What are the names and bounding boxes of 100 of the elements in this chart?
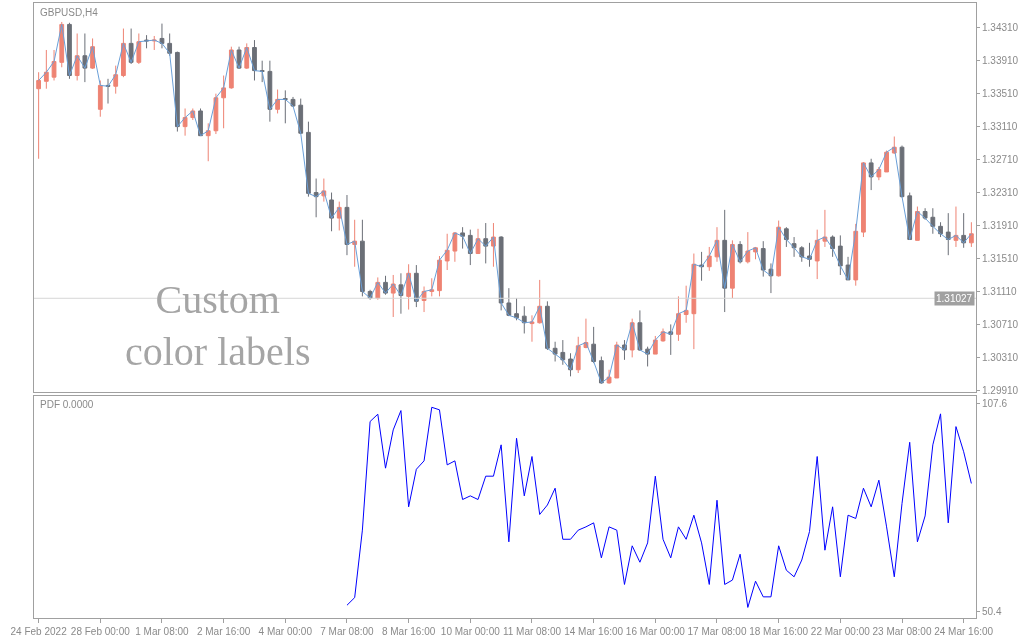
candlestick (552, 341, 558, 362)
candlestick (460, 226, 465, 250)
y-tick-label: 1.32710 (982, 154, 1019, 166)
candlestick (591, 326, 597, 364)
candlestick (74, 32, 80, 81)
candlestick (514, 297, 519, 321)
y-tick-label: 50.4 (982, 606, 1002, 618)
y-tick-label: 1.31110 (982, 285, 1018, 297)
candlestick (868, 158, 874, 191)
candlestick (930, 207, 936, 235)
candlestick (676, 295, 681, 342)
chart-title: PDF 0.0000 (40, 399, 94, 410)
ref-line-label: 1.31027 (936, 293, 973, 304)
candlestick (298, 98, 304, 135)
candlestick (429, 277, 435, 297)
x-tick-label: 17 Mar 08:00 (687, 626, 747, 637)
annotation: Custom color labels (125, 277, 311, 374)
candlestick (706, 246, 712, 272)
candlestick (360, 219, 365, 297)
candlestick (899, 145, 905, 198)
candlestick (521, 305, 527, 334)
candlestick (699, 251, 704, 282)
line-series (346, 406, 972, 608)
candlestick (313, 178, 319, 218)
candlestick (922, 207, 928, 221)
candlestick (968, 221, 974, 248)
candlestick (390, 274, 396, 318)
candlestick (483, 222, 489, 264)
x-tick-label: 16 Mar 00:00 (625, 626, 686, 637)
y-tick-label: 1.33110 (982, 121, 1018, 133)
candlestick (290, 96, 296, 108)
candlestick (306, 121, 311, 198)
y-tick-label: 1.29910 (982, 384, 1019, 396)
candlestick (205, 122, 211, 162)
y-tick-label: 107.6 (982, 397, 1008, 409)
candlestick (884, 150, 889, 173)
candlestick (136, 32, 142, 65)
chart-title: GBPUSD,H4 (40, 7, 99, 18)
candlestick (437, 255, 442, 297)
candlestick (853, 223, 859, 287)
x-tick-label: 22 Mar 00:00 (810, 626, 871, 637)
line-series (38, 23, 972, 384)
candlestick (945, 212, 951, 256)
candlestick (43, 49, 49, 90)
candlestick (830, 234, 836, 258)
y-tick-label: 1.30310 (982, 351, 1019, 363)
y-tick-label: 1.34310 (982, 22, 1019, 34)
candlestick (760, 240, 766, 278)
candlestick (36, 71, 42, 160)
candlestick (683, 285, 689, 324)
candlestick (506, 287, 512, 317)
y-tick-label: 1.31910 (982, 220, 1019, 232)
x-tick-label: 10 Mar 00:00 (440, 626, 501, 637)
candlestick (167, 32, 173, 57)
candlestick (529, 314, 535, 343)
candlestick (259, 60, 265, 83)
candlestick (159, 23, 165, 49)
x-tick-label: 11 Mar 08:00 (502, 626, 562, 637)
candlestick (745, 231, 751, 264)
candlestick (799, 245, 805, 263)
x-tick-label: 7 Mar 08:00 (320, 626, 375, 637)
x-tick-label: 18 Mar 16:00 (749, 626, 809, 637)
candlestick (105, 78, 111, 105)
candlestick (213, 93, 219, 135)
candlestick (252, 39, 257, 81)
x-tick-label: 24 Feb 2022 (10, 626, 68, 637)
x-tick-label: 28 Feb 00:00 (70, 626, 131, 637)
candlestick (182, 107, 188, 137)
candlestick (352, 219, 358, 268)
y-tick-label: 1.31510 (982, 252, 1019, 264)
y-tick-label: 1.33910 (982, 55, 1019, 67)
y-tick-label: 1.30710 (982, 318, 1019, 330)
candlestick (267, 60, 273, 123)
candlestick (51, 49, 57, 81)
candlestick (282, 89, 288, 124)
candlestick (560, 339, 566, 366)
candlestick (113, 65, 119, 95)
candlestick (938, 221, 943, 238)
candlestick (444, 233, 450, 271)
candlestick (344, 194, 350, 256)
candlestick (691, 253, 697, 350)
x-tick-label: 23 Mar 08:00 (872, 626, 932, 637)
x-tick-label: 14 Mar 16:00 (564, 626, 624, 637)
x-tick-label: 4 Mar 00:00 (258, 626, 313, 637)
x-tick-label: 8 Mar 16:00 (381, 626, 436, 637)
candlestick (452, 231, 458, 263)
x-tick-label: 24 Mar 16:00 (934, 626, 994, 637)
candlestick (97, 79, 103, 118)
candlestick (776, 220, 782, 278)
candlestick (814, 229, 820, 280)
candlestick (837, 234, 843, 276)
y-tick-label: 1.33510 (982, 88, 1019, 100)
candlestick (637, 309, 643, 352)
candlestick (575, 336, 581, 374)
x-tick-label: 2 Mar 16:00 (196, 626, 251, 637)
candlestick (614, 341, 620, 379)
x-tick-label: 1 Mar 08:00 (135, 626, 190, 637)
candlestick (606, 369, 612, 385)
candlestick (221, 75, 227, 129)
y-tick-label: 1.32310 (982, 187, 1019, 199)
